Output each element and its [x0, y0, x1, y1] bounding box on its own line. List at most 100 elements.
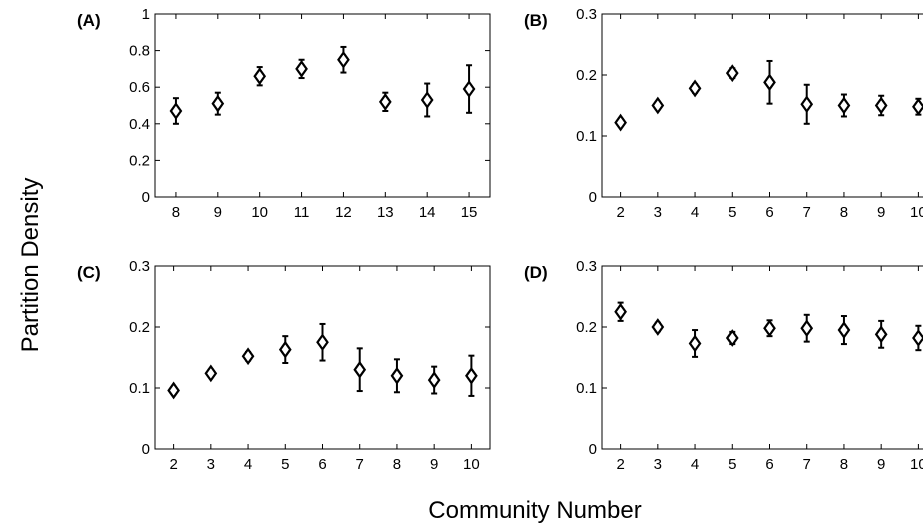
panel-b-diamond-marker	[912, 97, 923, 116]
panel-b-point	[614, 113, 627, 132]
panel-a-diamond-marker	[169, 102, 183, 120]
panel-c-point	[390, 358, 404, 394]
panel-c-diamond-marker	[427, 371, 441, 389]
panel-d-diamond-marker	[912, 329, 923, 347]
panel-c-diamond-marker	[204, 364, 218, 383]
panel-b-diamond-marker	[800, 95, 814, 114]
panel-c-ytick-label: 0.2	[129, 319, 150, 336]
panel-c: (C) 0 0.1 0.2 0.3 2 3 4 5 6 7 8 9 10	[77, 258, 491, 473]
panel-a-diamond-marker	[420, 91, 434, 109]
panel-b-xtick-label: 10	[910, 204, 923, 221]
panel-d-xtick-label: 8	[840, 456, 848, 473]
panel-c-diamond-marker	[465, 366, 478, 385]
panel-c-diamond-marker	[390, 366, 404, 385]
panel-d-xtick-label: 2	[616, 456, 624, 473]
panel-b-ytick-label: 0.1	[576, 128, 597, 145]
panels: (A) 0 0.2 0.4 0.6 0.8 1 8 9 10 11 12 13 14 15 (B) 0 0.1 0.…	[77, 6, 923, 473]
panel-c-ytick-label: 0	[142, 441, 150, 458]
panel-d-ytick-label: 0	[589, 441, 597, 458]
panel-b-ytick-label: 0.3	[576, 6, 597, 23]
panel-b-ytick-label: 0	[589, 189, 597, 206]
panel-d-point	[651, 318, 665, 336]
panel-d-diamond-marker	[688, 334, 702, 353]
panel-a-point	[169, 97, 183, 125]
panel-a-ytick-label: 0.8	[129, 43, 150, 60]
panel-c-xtick-label: 7	[356, 456, 364, 473]
panel-a-xtick-label: 8	[172, 204, 180, 221]
panel-c-point	[241, 347, 255, 366]
panel-b-xtick-label: 6	[765, 204, 773, 221]
panel-c-label: (C)	[77, 263, 101, 282]
panel-a-ytick-label: 1	[142, 6, 150, 23]
panel-c-ytick-label: 0.3	[129, 258, 150, 275]
panel-b-point	[725, 64, 739, 83]
panel-d-xtick-label: 6	[765, 456, 773, 473]
panel-b-point	[763, 59, 776, 105]
panel-d-point	[912, 324, 923, 352]
panel-a-xtick-label: 15	[461, 204, 478, 221]
panel-d-ytick-label: 0.2	[576, 319, 597, 336]
panel-a-xtick-label: 11	[294, 204, 310, 221]
panel-d-point	[837, 315, 851, 346]
panel-d-xtick-label: 3	[654, 456, 662, 473]
panel-d-diamond-marker	[763, 319, 776, 338]
panel-c-point	[353, 347, 367, 393]
panel-d-point	[725, 329, 739, 347]
panel-a-diamond-marker	[211, 94, 225, 113]
panel-a-axes-box	[154, 13, 491, 198]
panel-d-axes-box	[601, 265, 923, 450]
panel-d-xtick-label: 5	[728, 456, 736, 473]
panel-c-point	[427, 365, 441, 395]
panel-d-point	[614, 301, 627, 322]
panel-c-diamond-marker	[241, 347, 255, 366]
panel-a-point	[462, 64, 476, 114]
panel-d-diamond-marker	[614, 302, 627, 321]
panel-d-xtick-label: 10	[910, 456, 923, 473]
panel-a-ytick-label: 0	[142, 189, 150, 206]
panel-c-xtick-label: 2	[169, 456, 177, 473]
panel-a-xtick-label: 9	[214, 204, 222, 221]
panel-b-xtick-label: 4	[691, 204, 699, 221]
panel-a: (A) 0 0.2 0.4 0.6 0.8 1 8 9 10 11 12 13 14 15	[77, 6, 491, 221]
panel-b-xtick-label: 2	[616, 204, 624, 221]
panel-c-point	[204, 364, 218, 383]
panel-d-point	[874, 319, 888, 349]
panel-d-diamond-marker	[725, 329, 739, 347]
panel-b-diamond-marker	[725, 64, 739, 83]
panel-c-xtick-label: 3	[207, 456, 215, 473]
panel-b-xtick-label: 8	[840, 204, 848, 221]
panel-a-point	[378, 91, 392, 112]
panel-b-point	[651, 96, 665, 115]
panel-c-xtick-label: 8	[393, 456, 401, 473]
panel-a-point	[295, 58, 308, 80]
panel-d-point	[763, 319, 776, 338]
panel-a-diamond-marker	[462, 80, 476, 98]
panel-b-point	[688, 79, 702, 98]
panel-b-ytick-label: 0.2	[576, 67, 597, 84]
panel-a-diamond-marker	[253, 67, 267, 86]
panel-c-point	[465, 354, 478, 397]
panel-d-diamond-marker	[837, 321, 851, 339]
panel-b-diamond-marker	[688, 79, 702, 98]
panel-a-diamond-marker	[378, 92, 392, 111]
panel-a-xtick-label: 10	[251, 204, 268, 221]
panel-b-label: (B)	[524, 11, 548, 30]
panel-b-diamond-marker	[874, 96, 888, 115]
panel-d-point	[688, 329, 702, 358]
panel-a-ytick-label: 0.4	[129, 116, 150, 133]
panel-c-diamond-marker	[278, 340, 292, 359]
panel-b-point	[837, 93, 851, 118]
panel-d-point	[800, 313, 814, 343]
panel-d-label: (D)	[524, 263, 548, 282]
panel-b-point	[912, 97, 923, 116]
panel-c-xtick-label: 6	[318, 456, 326, 473]
panel-b-diamond-marker	[614, 113, 627, 132]
panel-d-diamond-marker	[651, 318, 665, 336]
panel-a-point	[253, 66, 267, 87]
panel-b-diamond-marker	[763, 73, 776, 92]
panel-b-xtick-label: 7	[803, 204, 811, 221]
panel-d-xtick-label: 9	[877, 456, 885, 473]
panel-c-point	[278, 335, 292, 364]
panel-b: (B) 0 0.1 0.2 0.3 2 3 4 5 6 7 8 9 10	[524, 6, 923, 221]
